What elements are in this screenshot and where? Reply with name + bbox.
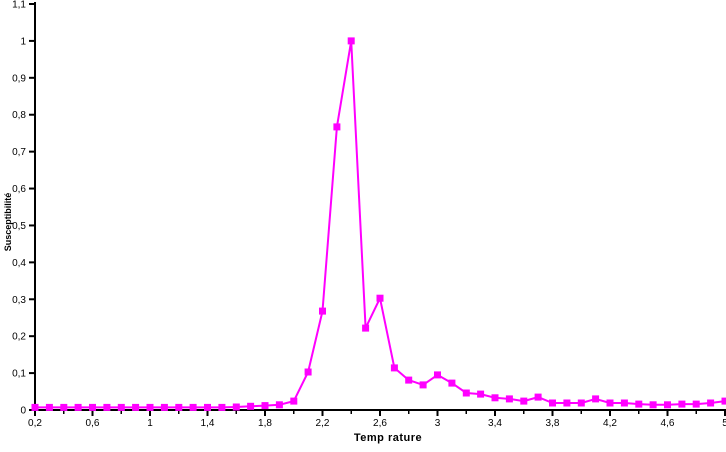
x-tick-label: 3,8 (546, 418, 560, 429)
y-tick-label: 0 (20, 406, 26, 417)
data-point-marker (247, 402, 255, 410)
data-point-marker (563, 399, 571, 407)
data-point-marker (419, 381, 427, 389)
y-axis-title: Susceptibilité (3, 192, 13, 252)
data-point-marker (31, 403, 39, 411)
data-point-marker (376, 294, 384, 302)
x-tick-label: 2,6 (373, 418, 387, 429)
data-point-marker (362, 324, 370, 332)
x-tick-label: 0,2 (28, 418, 42, 429)
data-point-marker (707, 399, 715, 407)
data-point-marker (448, 379, 456, 387)
data-point-marker (664, 401, 671, 409)
y-tick-label: 0,9 (12, 73, 26, 84)
data-point-marker (505, 395, 513, 403)
data-point-marker (692, 400, 700, 408)
data-point-marker (721, 397, 726, 405)
x-tick-label: 1 (147, 418, 153, 429)
data-point-marker (45, 403, 53, 411)
data-point-marker (132, 403, 140, 411)
data-point-marker (117, 403, 125, 411)
data-point-marker (218, 403, 226, 411)
y-tick-label: 0,8 (12, 110, 26, 121)
data-point-marker (405, 376, 413, 384)
data-point-marker (678, 400, 686, 408)
x-axis-title: Temp rature (353, 432, 423, 444)
data-point-marker (160, 403, 168, 411)
x-tick-label: 5 (722, 418, 726, 429)
x-tick-label: 3,4 (488, 418, 502, 429)
y-tick-label: 0,4 (12, 258, 26, 269)
data-point-marker (290, 397, 298, 405)
y-tick-label: 0,7 (12, 147, 26, 158)
data-point-marker (146, 403, 154, 411)
y-tick-label: 0,3 (12, 295, 26, 306)
x-tick-label: 4,2 (603, 418, 617, 429)
data-point-marker (175, 403, 183, 411)
y-tick-label: 0,2 (12, 332, 26, 343)
y-tick-label: 1 (20, 36, 26, 47)
x-tick-label: 0,6 (86, 418, 100, 429)
data-point-marker (189, 403, 197, 411)
x-tick-label: 3 (435, 418, 441, 429)
y-tick-label: 0,5 (12, 221, 26, 232)
data-point-marker (462, 389, 470, 397)
data-point-marker (592, 395, 600, 403)
data-point-marker (549, 399, 556, 407)
x-tick-label: 2,2 (316, 418, 330, 429)
data-point-marker (620, 399, 628, 407)
data-point-marker (333, 123, 341, 131)
data-point-marker (577, 399, 585, 407)
y-tick-label: 0,1 (12, 369, 26, 380)
data-point-marker (477, 390, 485, 398)
series-line (35, 39, 726, 409)
data-point-marker (534, 393, 542, 401)
y-tick-label: 1,1 (12, 0, 26, 11)
x-tick-label: 1,8 (258, 418, 272, 429)
data-point-marker (261, 402, 269, 410)
data-point-marker (649, 401, 657, 409)
data-point-marker (390, 364, 398, 372)
x-tick-label: 4,6 (661, 418, 675, 429)
data-point-marker (635, 400, 643, 408)
data-point-marker (74, 403, 82, 411)
y-tick-label: 0,6 (12, 184, 26, 195)
data-point-marker (606, 399, 614, 407)
data-point-marker (347, 37, 355, 45)
data-point-marker (60, 403, 68, 411)
data-point-marker (491, 394, 499, 402)
data-point-marker (275, 401, 283, 409)
data-point-marker (319, 307, 326, 315)
data-point-marker (103, 403, 111, 411)
x-tick-label: 1,4 (201, 418, 215, 429)
data-point-marker (232, 403, 240, 411)
data-point-marker (520, 397, 528, 405)
data-point-marker (304, 368, 312, 376)
data-point-marker (204, 403, 211, 411)
data-point-marker (434, 371, 441, 379)
data-point-marker (89, 403, 96, 411)
